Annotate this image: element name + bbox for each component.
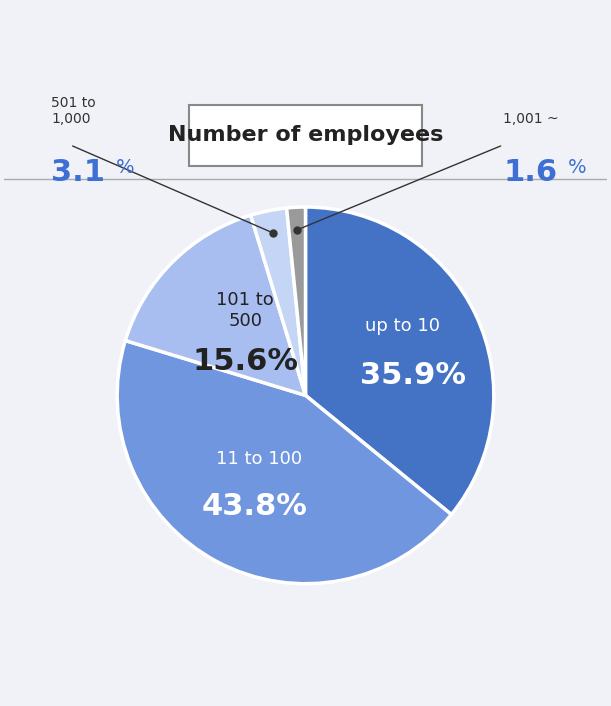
Text: 11 to 100: 11 to 100 (216, 450, 302, 468)
Text: up to 10: up to 10 (365, 317, 440, 335)
Text: 3.1: 3.1 (51, 158, 105, 187)
FancyBboxPatch shape (189, 105, 422, 166)
Wedge shape (287, 207, 306, 395)
Wedge shape (125, 215, 306, 395)
Text: 501 to
1,000: 501 to 1,000 (51, 96, 96, 126)
Text: 35.9%: 35.9% (360, 361, 466, 390)
Text: %: % (568, 158, 587, 177)
Text: Number of employees: Number of employees (168, 126, 443, 145)
Text: %: % (116, 158, 135, 177)
Text: 101 to
500: 101 to 500 (216, 291, 274, 330)
Wedge shape (306, 207, 494, 515)
Wedge shape (251, 208, 306, 395)
Text: 1.6: 1.6 (503, 158, 557, 187)
Wedge shape (117, 340, 452, 584)
Text: 1,001 ~: 1,001 ~ (503, 112, 559, 126)
Text: 43.8%: 43.8% (201, 492, 307, 521)
Text: 15.6%: 15.6% (192, 347, 298, 376)
